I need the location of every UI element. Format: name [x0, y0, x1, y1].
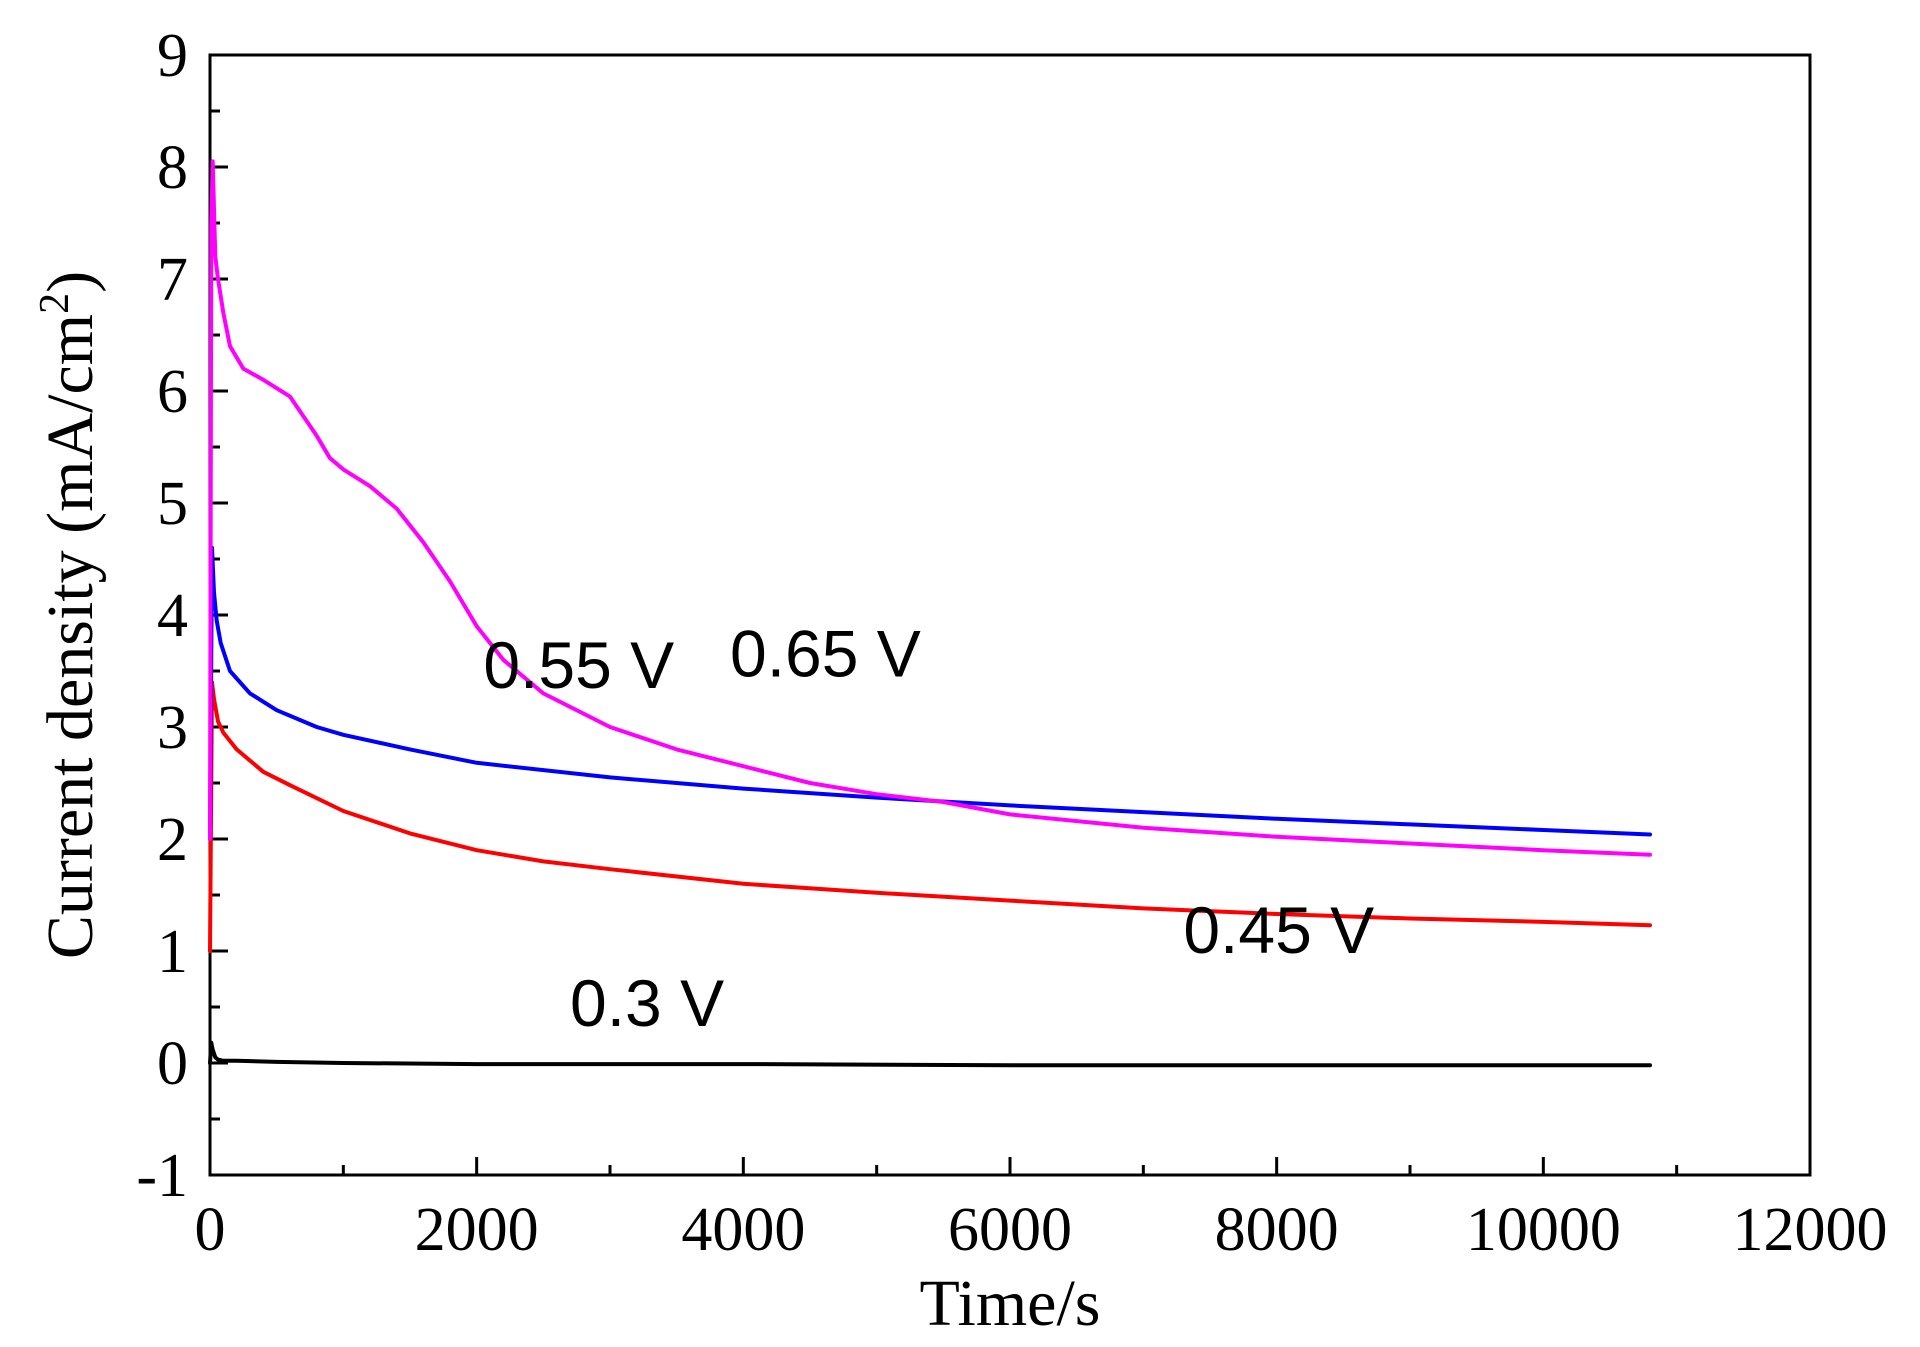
y-tick-label: 9: [157, 22, 188, 90]
series-line-0-45-v: [208, 680, 1652, 953]
x-tick-label: 12000: [1733, 1196, 1888, 1264]
y-tick-label: -1: [136, 1142, 188, 1210]
y-tick-label: 5: [157, 470, 188, 538]
x-tick-label: 8000: [1215, 1196, 1339, 1264]
y-tick-label: 6: [157, 358, 188, 426]
series-label-0-55-v: 0.55 V: [483, 628, 674, 702]
series-label-0-45-v: 0.45 V: [1183, 893, 1374, 967]
series-line-0-65-v: [208, 159, 1652, 857]
y-axis-title-close: ): [34, 271, 107, 293]
y-axis-title-main: Current density (mA/cm: [34, 314, 107, 959]
series-line-0-3-v: [208, 1040, 1652, 1068]
x-tick-label: 4000: [681, 1196, 805, 1264]
x-tick-label: 6000: [948, 1196, 1072, 1264]
series-lines: [208, 159, 1652, 1068]
series-label-0-3-v: 0.3 V: [570, 966, 724, 1040]
y-axis-title: Current density (mA/cm2): [32, 271, 107, 959]
x-axis-title: Time/s: [920, 1267, 1101, 1340]
y-tick-label: 7: [157, 246, 188, 314]
y-tick-label: 4: [157, 582, 188, 650]
axis-ticks: [208, 53, 1812, 1177]
y-tick-label: 0: [157, 1030, 188, 1098]
plot-frame: [208, 53, 1812, 1177]
y-tick-label: 3: [157, 694, 188, 762]
x-tick-label: 0: [195, 1196, 226, 1264]
series-label-0-65-v: 0.65 V: [730, 617, 921, 691]
x-tick-label: 10000: [1466, 1196, 1621, 1264]
y-tick-label: 2: [157, 806, 188, 874]
series-annotations: 0.55 V 0.65 V 0.45 V 0.3 V: [483, 617, 1374, 1040]
y-axis-title-superscript: 2: [32, 293, 78, 314]
series-line-0-55-v: [208, 545, 1652, 841]
y-tick-label: 1: [157, 918, 188, 986]
x-tick-label: 2000: [415, 1196, 539, 1264]
y-tick-label: 8: [157, 134, 188, 202]
